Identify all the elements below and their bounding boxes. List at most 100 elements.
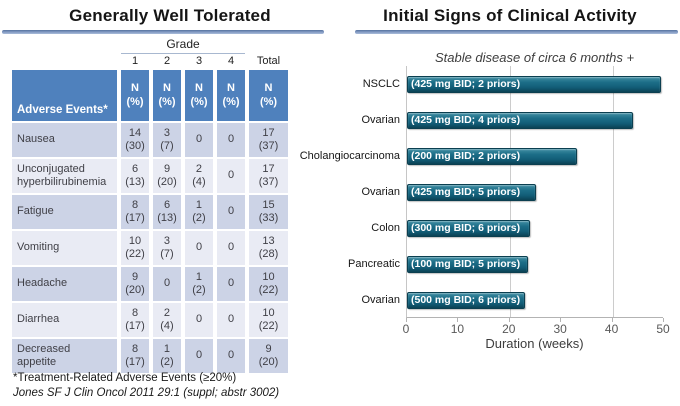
table-cell: 1 (2) — [185, 267, 213, 301]
table-cell: 13 (28) — [249, 231, 288, 265]
axis-tick-label: 50 — [656, 322, 670, 336]
table-row: Unconjugated hyperbilirubinemia 6 (13) 9 (… — [12, 159, 292, 193]
n-pct-header: N (%) — [249, 70, 288, 121]
n-pct-header: N (%) — [217, 70, 245, 121]
adverse-event-name: Vomiting — [12, 231, 117, 265]
table-cell: 8 (17) — [121, 303, 149, 337]
duration-bar: (425 mg BID; 2 priors) — [407, 75, 661, 93]
duration-bar: (425 mg BID; 5 priors) — [407, 183, 536, 201]
table-cell: 0 — [185, 231, 213, 265]
axis-tick — [560, 318, 562, 322]
right-title-underline — [355, 30, 678, 34]
duration-bar: (425 mg BID; 4 priors) — [407, 111, 633, 129]
table-cell: 9 (20) — [249, 339, 288, 373]
category-label: Pancreatic — [348, 258, 400, 270]
table-cell: 9 (20) — [121, 267, 149, 301]
table-cell: 8 (17) — [121, 339, 149, 373]
adverse-event-name: Nausea — [12, 123, 117, 157]
bar-dose-label: (425 mg BID; 5 priors) — [411, 186, 521, 198]
duration-bar: (100 mg BID; 5 priors) — [407, 255, 528, 273]
adverse-event-name: Decreased appetite — [12, 339, 117, 373]
table-header-row: Adverse Events* N (%) N (%) N (%) N (%) N (%… — [12, 70, 292, 121]
table-cell: 6 (13) — [153, 195, 181, 229]
axis-tick — [406, 318, 407, 322]
axis-tick — [457, 318, 459, 322]
adverse-event-name: Headache — [12, 267, 117, 301]
bar-row: Ovarian (500 mg BID; 6 priors) — [361, 282, 663, 318]
table-cell: 15 (33) — [249, 195, 288, 229]
category-label: NSCLC — [362, 78, 400, 90]
bar-row: Ovarian (425 mg BID; 4 priors) — [361, 102, 663, 138]
axis-tick-label: 20 — [502, 322, 516, 336]
x-axis-label: Duration (weeks) — [485, 336, 584, 351]
duration-bar: (300 mg BID; 6 priors) — [407, 219, 530, 237]
grade-col-label: 3 — [195, 55, 203, 67]
table-row: Vomiting 10 (22) 3 (7) 0 0 13 (28) — [12, 231, 292, 265]
left-panel-title: Generally Well Tolerated — [69, 6, 271, 25]
axis-tick-label: 10 — [450, 322, 465, 336]
n-pct-header: N (%) — [121, 70, 149, 121]
table-cell: 17 (37) — [249, 159, 288, 193]
table-cell: 3 (7) — [153, 231, 181, 265]
table-cell: 0 — [185, 303, 213, 337]
bar-dose-label: (425 mg BID; 2 priors) — [411, 78, 521, 90]
table-row: Fatigue 8 (17) 6 (13) 1 (2) 0 15 (33) — [12, 195, 292, 229]
table-cell: 0 — [153, 267, 181, 301]
grade-number-row: 1 2 3 4 Total — [12, 55, 292, 70]
table-cell: 1 (2) — [185, 195, 213, 229]
adverse-events-table: Grade 1 2 3 4 Total Adverse Events* N (%) N (… — [12, 37, 292, 375]
table-cell: 10 (22) — [249, 267, 288, 301]
table-cell: 0 — [217, 267, 245, 301]
x-axis: 0 10 20 30 40 50 — [403, 318, 670, 340]
table-cell: 9 (20) — [153, 159, 181, 193]
bar-row: Colon (300 mg BID; 6 priors) — [371, 210, 663, 246]
category-label: Ovarian — [361, 294, 400, 306]
table-cell: 0 — [217, 195, 245, 229]
axis-tick-label: 40 — [604, 322, 619, 336]
grade-header-label: Grade — [121, 37, 245, 54]
adverse-event-name: Fatigue — [12, 195, 117, 229]
bar-dose-label: (300 mg BID; 6 priors) — [411, 222, 521, 234]
axis-tick-label: 30 — [553, 322, 567, 336]
table-cell: 0 — [217, 123, 245, 157]
left-title-underline — [2, 30, 324, 34]
total-col-label: Total — [256, 55, 281, 67]
table-cell: 6 (13) — [121, 159, 149, 193]
table-cell: 2 (4) — [185, 159, 213, 193]
grade-col-label: 1 — [131, 55, 139, 67]
table-cell: 0 — [185, 339, 213, 373]
table-cell: 8 (17) — [121, 195, 149, 229]
chart-subtitle: Stable disease of circa 6 months + — [434, 50, 635, 65]
table-cell: 0 — [217, 159, 245, 193]
table-cell: 2 (4) — [153, 303, 181, 337]
table-row: Decreased appetite 8 (17) 1 (2) 0 0 9 (20) — [12, 339, 292, 373]
duration-bar: (200 mg BID; 2 priors) — [407, 147, 577, 165]
grade-col-label: 4 — [227, 55, 235, 67]
table-cell: 0 — [217, 339, 245, 373]
table-cell: 0 — [217, 303, 245, 337]
table-cell: 10 (22) — [249, 303, 288, 337]
table-row: Diarrhea 8 (17) 2 (4) 0 0 10 (22) — [12, 303, 292, 337]
table-cell: 10 (22) — [121, 231, 149, 265]
citation-text: Jones SF J Clin Oncol 2011 29:1 (suppl; … — [13, 387, 280, 399]
category-label: Ovarian — [361, 186, 400, 198]
axis-tick — [508, 318, 510, 322]
bar-row: Pancreatic (100 mg BID; 5 priors) — [348, 246, 663, 282]
n-pct-header: N (%) — [153, 70, 181, 121]
table-cell: 14 (30) — [121, 123, 149, 157]
adverse-event-name: Diarrhea — [12, 303, 117, 337]
adverse-event-name: Unconjugated hyperbilirubinemia — [12, 159, 117, 193]
axis-tick-label: 0 — [402, 322, 410, 336]
category-label: Colon — [371, 222, 400, 234]
axis-tick — [611, 318, 613, 322]
bar-row: Ovarian (425 mg BID; 5 priors) — [361, 174, 663, 210]
bar-row: NSCLC (425 mg BID; 2 priors) — [363, 66, 663, 102]
bar-dose-label: (200 mg BID; 2 priors) — [411, 150, 521, 162]
axis-tick — [663, 318, 664, 322]
adverse-events-header: Adverse Events* — [12, 70, 117, 121]
bar-dose-label: (500 mg BID; 6 priors) — [411, 294, 521, 306]
table-cell: 0 — [185, 123, 213, 157]
duration-bar: (500 mg BID; 6 priors) — [407, 291, 525, 309]
category-label: Ovarian — [361, 114, 400, 126]
category-label: Cholangiocarcinoma — [299, 150, 400, 162]
